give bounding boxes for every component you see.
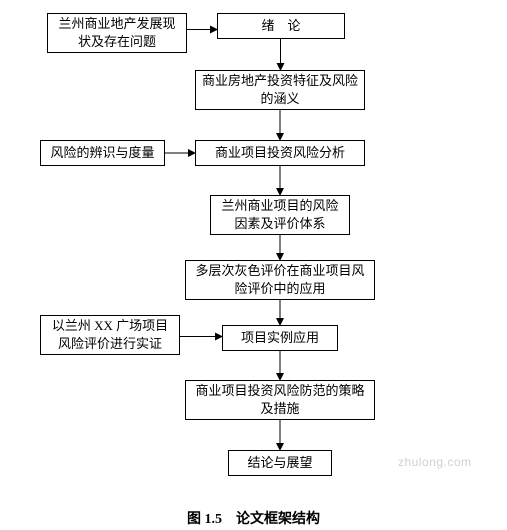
flow-node-n9: 项目实例应用 — [222, 325, 338, 351]
flow-node-n2: 绪 论 — [217, 13, 345, 39]
flow-node-n5: 商业项目投资风险分析 — [195, 140, 365, 166]
flow-node-n1: 兰州商业地产发展现状及存在问题 — [47, 13, 187, 53]
flow-node-n3: 商业房地产投资特征及风险的涵义 — [195, 70, 365, 110]
flow-node-n11: 结论与展望 — [228, 450, 332, 476]
flow-node-n8: 以兰州 XX 广场项目风险评价进行实证 — [40, 315, 180, 355]
figure-caption: 图 1.5 论文框架结构 — [0, 508, 507, 528]
flow-node-n7: 多层次灰色评价在商业项目风险评价中的应用 — [185, 260, 375, 300]
flow-node-n6: 兰州商业项目的风险因素及评价体系 — [210, 195, 350, 235]
watermark: zhulong.com — [398, 455, 472, 469]
flow-node-n10: 商业项目投资风险防范的策略及措施 — [185, 380, 375, 420]
flow-node-n4: 风险的辨识与度量 — [40, 140, 165, 166]
